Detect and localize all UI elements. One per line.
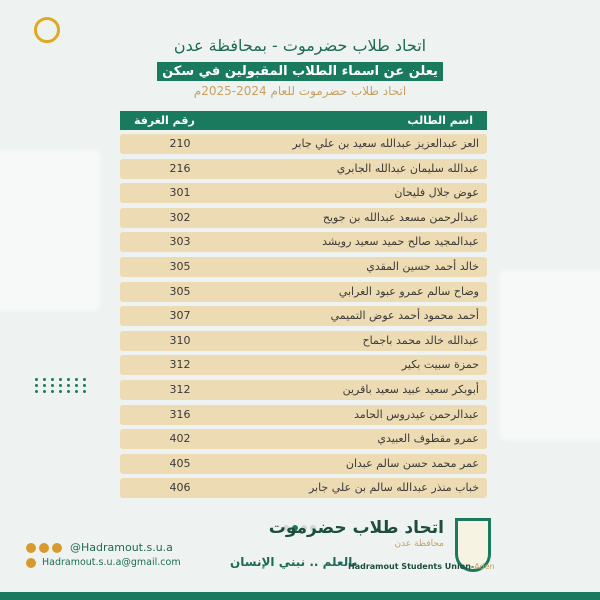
table-row: أحمد محمود أحمد عوض التميمي 307 [120, 306, 487, 327]
dot [67, 390, 70, 393]
table-row: حمزة سبيت بكير 312 [120, 355, 487, 376]
page-indicator [283, 525, 316, 531]
dot [67, 378, 70, 381]
dot [67, 384, 70, 387]
page-dot[interactable] [292, 525, 298, 531]
email-address: Hadramout.s.u.a@gmail.com [42, 557, 181, 568]
table-row: عبدالله خالد محمد باجماح 310 [120, 330, 487, 351]
table-row: خباب منذر عبدالله سالم بن علي جابر 406 [120, 478, 487, 499]
student-name: عبدالرحمن مسعد عبدالله بن جويح [322, 210, 479, 224]
column-name: اسم الطالب [407, 114, 473, 127]
room-number: 402 [169, 432, 191, 446]
student-name: خالد أحمد حسين المقدي [366, 259, 479, 273]
dot [75, 390, 78, 393]
dot-grid-decoration [35, 378, 86, 393]
instagram-icon[interactable] [26, 542, 36, 553]
logo-english-city: Aden [474, 562, 495, 571]
facebook-icon[interactable] [39, 542, 49, 553]
table-row: خالد أحمد حسين المقدي 305 [120, 256, 487, 277]
table-row: عبدالله سليمان عبدالله الجابري 216 [120, 158, 487, 179]
twitter-icon[interactable] [52, 542, 62, 553]
dot [59, 390, 62, 393]
room-number: 405 [169, 456, 191, 470]
dot [43, 378, 46, 381]
ring-decoration [34, 17, 60, 43]
page-dot[interactable] [310, 525, 316, 531]
dot [75, 378, 78, 381]
room-number: 302 [169, 210, 191, 224]
student-name: عمر محمد حسن سالم عبدان [345, 456, 479, 470]
dot [35, 384, 38, 387]
student-name: عوض جلال فليحان [394, 186, 479, 200]
table-row: عبدالمجيد صالح حميد سعيد رويشد 303 [120, 232, 487, 253]
room-number: 210 [169, 137, 191, 150]
dot [59, 378, 62, 381]
dot [51, 378, 54, 381]
table-row: عمرو مقطوف العبيدي 402 [120, 429, 487, 450]
dot [83, 390, 86, 393]
social-links: @Hadramout.s.u.a [26, 541, 173, 554]
student-name: العز عبدالعزيز عبدالله سعيد بن علي جابر [292, 137, 479, 150]
bottom-border-pattern [0, 585, 600, 600]
email-icon [26, 557, 36, 568]
slogan: بالعلم .. نبني الإنسان [230, 555, 358, 569]
announcement-banner: يعلن عن اسماء الطلاب المقبولين في سكن [157, 62, 443, 81]
page-dot[interactable] [283, 525, 289, 531]
student-name: عبدالله سليمان عبدالله الجابري [336, 161, 479, 175]
table-row: العز عبدالعزيز عبدالله سعيد بن علي جابر 2… [120, 134, 487, 154]
background-card [500, 270, 600, 440]
page-title: اتحاد طلاب حضرموت - بمحافظة عدن [173, 36, 427, 55]
logo-english: Hadramout Students Union-Aden [348, 562, 495, 571]
logo-english-name: Hadramout Students Union- [348, 562, 475, 571]
dot [43, 390, 46, 393]
room-number: 316 [169, 407, 191, 421]
column-room: رقم الغرفة [134, 114, 195, 127]
email-contact: Hadramout.s.u.a@gmail.com [26, 557, 181, 568]
table-row: عوض جلال فليحان 301 [120, 183, 487, 204]
room-number: 312 [169, 358, 191, 372]
dot [43, 384, 46, 387]
dot [83, 384, 86, 387]
student-name: عمرو مقطوف العبيدي [377, 432, 479, 446]
table-row: وضاح سالم عمرو عبود الغرابي 305 [120, 281, 487, 302]
table-row: عبدالرحمن عيدروس الحامد 316 [120, 404, 487, 425]
room-number: 305 [169, 259, 191, 273]
logo-title: اتحاد طلاب حضرموت [268, 518, 444, 538]
dot [75, 384, 78, 387]
room-number: 307 [169, 309, 191, 323]
table-row: عبدالرحمن مسعد عبدالله بن جويح 302 [120, 207, 487, 228]
student-name: وضاح سالم عمرو عبود الغرابي [338, 284, 479, 298]
dot [35, 390, 38, 393]
table-header: اسم الطالب رقم الغرفة [120, 111, 487, 130]
room-number: 406 [169, 481, 191, 495]
dot [35, 378, 38, 381]
background-card [0, 150, 100, 310]
room-number: 305 [169, 284, 191, 298]
dot [51, 384, 54, 387]
student-name: عبدالله خالد محمد باجماح [362, 333, 479, 347]
dot [51, 390, 54, 393]
room-number: 303 [169, 235, 191, 249]
table-row: أبوبكر سعيد عبيد سعيد باقرين 312 [120, 379, 487, 400]
room-number: 301 [169, 186, 191, 200]
student-name: حمزة سبيت بكير [401, 358, 479, 372]
student-table: العز عبدالعزيز عبدالله سعيد بن علي جابر 2… [120, 134, 487, 503]
dot [59, 384, 62, 387]
room-number: 216 [169, 161, 191, 175]
table-row: عمر محمد حسن سالم عبدان 405 [120, 453, 487, 474]
dot [83, 378, 86, 381]
social-handle: @Hadramout.s.u.a [70, 541, 173, 554]
room-number: 312 [169, 382, 191, 396]
subtitle: اتحاد طلاب حضرموت للعام 2024-2025م [193, 84, 407, 98]
student-name: خباب منذر عبدالله سالم بن علي جابر [308, 481, 479, 495]
student-name: أحمد محمود أحمد عوض التميمي [330, 309, 479, 323]
student-name: أبوبكر سعيد عبيد سعيد باقرين [342, 382, 479, 396]
logo-subtitle: محافظة عدن [394, 539, 444, 549]
student-name: عبدالرحمن عيدروس الحامد [354, 407, 479, 421]
union-logo-emblem [455, 518, 491, 572]
page-dot[interactable] [301, 525, 307, 531]
room-number: 310 [169, 333, 191, 347]
student-name: عبدالمجيد صالح حميد سعيد رويشد [322, 235, 479, 249]
